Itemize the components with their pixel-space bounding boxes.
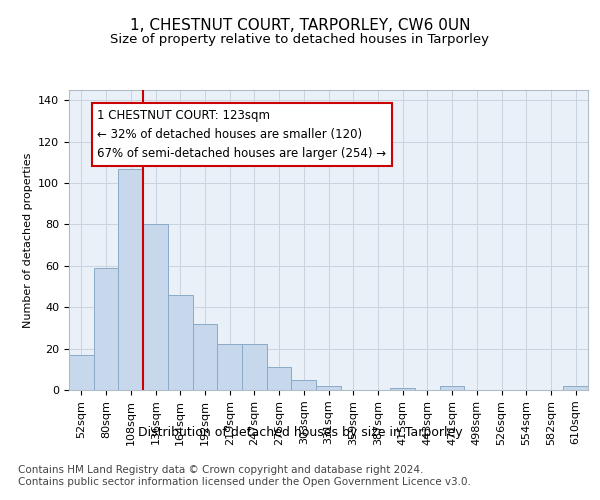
Bar (118, 168, 143, 390)
Text: 1, CHESTNUT COURT, TARPORLEY, CW6 0UN: 1, CHESTNUT COURT, TARPORLEY, CW6 0UN (130, 18, 470, 32)
Text: Distribution of detached houses by size in Tarporley: Distribution of detached houses by size … (137, 426, 463, 439)
Y-axis label: Number of detached properties: Number of detached properties (23, 152, 32, 328)
Bar (193, 324, 217, 390)
Text: Contains HM Land Registry data © Crown copyright and database right 2024.
Contai: Contains HM Land Registry data © Crown c… (18, 465, 471, 486)
Bar (217, 344, 242, 390)
Bar (168, 295, 193, 390)
Text: 1 CHESTNUT COURT: 123sqm
← 32% of detached houses are smaller (120)
67% of semi-: 1 CHESTNUT COURT: 123sqm ← 32% of detach… (97, 108, 386, 160)
Text: Size of property relative to detached houses in Tarporley: Size of property relative to detached ho… (110, 32, 490, 46)
Bar (390, 388, 415, 390)
Bar (316, 386, 341, 390)
Bar (292, 380, 316, 390)
Bar (440, 386, 464, 390)
Bar (242, 344, 267, 390)
Bar (563, 386, 588, 390)
Bar (267, 367, 292, 390)
Bar (69, 355, 94, 390)
Bar (94, 268, 118, 390)
Bar (143, 224, 168, 390)
